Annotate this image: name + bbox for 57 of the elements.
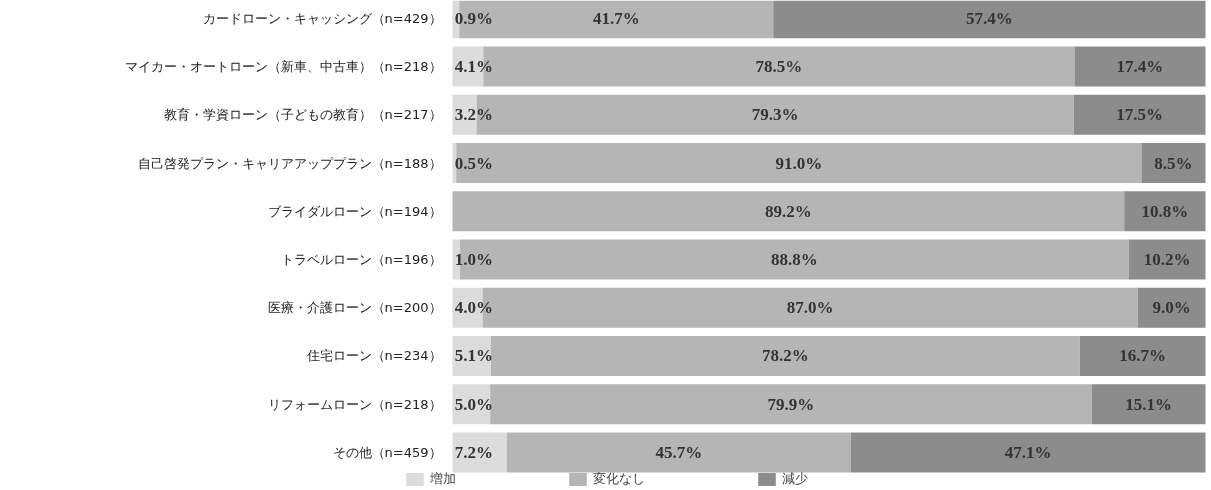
bar bbox=[773, 0, 1206, 39]
bar bbox=[1124, 191, 1206, 232]
legend-label: 減少 bbox=[782, 470, 808, 488]
data-label: 7.2% bbox=[454, 442, 494, 462]
data-label: 5.0% bbox=[454, 394, 494, 414]
bar bbox=[490, 384, 1092, 425]
y-tick-label: 医療・介護ローン（n=200） bbox=[267, 300, 442, 316]
data-label: 78.2% bbox=[761, 346, 809, 366]
y-tick-label: マイカー・オートローン（新車、中古車）（n=218） bbox=[124, 59, 442, 75]
data-label: 57.4% bbox=[966, 8, 1013, 28]
data-label: 3.2% bbox=[454, 105, 494, 125]
legend-label: 変化なし bbox=[593, 470, 645, 488]
data-label: 89.2% bbox=[764, 201, 812, 221]
bar bbox=[452, 191, 1125, 232]
y-tick-label: リフォームローン（n=218） bbox=[267, 396, 442, 412]
bar bbox=[456, 143, 1142, 184]
y-tick-label: 教育・学資ローン（子どもの教育）（n=217） bbox=[163, 107, 442, 123]
bar bbox=[850, 432, 1206, 473]
bar bbox=[1073, 94, 1206, 135]
data-label: 16.7% bbox=[1119, 346, 1166, 366]
bar bbox=[490, 335, 1080, 376]
data-label: 91.0% bbox=[775, 153, 823, 173]
bar bbox=[452, 432, 507, 473]
data-label: 15.1% bbox=[1125, 394, 1173, 414]
data-label: 0.9% bbox=[454, 8, 494, 28]
data-label: 0.5% bbox=[454, 153, 494, 173]
data-label: 47.1% bbox=[1004, 442, 1052, 462]
data-label: 5.1% bbox=[454, 346, 494, 366]
data-label: 1.0% bbox=[454, 249, 494, 269]
data-label: 79.3% bbox=[751, 105, 799, 125]
data-label: 4.1% bbox=[454, 57, 494, 77]
y-tick-label: 自己啓発プラン・キャリアアッププラン（n=188） bbox=[137, 155, 442, 171]
bar bbox=[1091, 384, 1206, 425]
data-label: 17.4% bbox=[1116, 57, 1164, 77]
bar bbox=[1128, 239, 1206, 280]
bar bbox=[1074, 46, 1206, 87]
data-label: 9.0% bbox=[1152, 298, 1191, 318]
bar bbox=[1137, 287, 1206, 328]
legend-label: 増加 bbox=[430, 470, 456, 488]
data-label: 10.2% bbox=[1143, 249, 1191, 269]
data-label: 79.9% bbox=[767, 394, 815, 414]
data-label: 45.7% bbox=[655, 442, 703, 462]
data-label: 78.5% bbox=[755, 57, 803, 77]
data-label: 17.5% bbox=[1116, 105, 1163, 125]
data-label: 8.5% bbox=[1154, 153, 1193, 173]
data-label: 4.0% bbox=[454, 298, 494, 318]
data-label: 87.0% bbox=[786, 298, 834, 318]
bar bbox=[1079, 335, 1206, 376]
y-tick-label: トラベルローン（n=196） bbox=[280, 251, 442, 267]
y-tick-label: 住宅ローン（n=234） bbox=[305, 348, 442, 364]
bar bbox=[1141, 143, 1206, 184]
y-tick-label: その他（n=459） bbox=[332, 444, 442, 460]
data-label: 10.8% bbox=[1141, 201, 1189, 221]
data-label: 41.7% bbox=[592, 8, 640, 28]
y-tick-label: ブライダルローン（n=194） bbox=[267, 203, 442, 219]
y-tick-label: カードローン・キャッシング（n=429） bbox=[202, 10, 442, 26]
data-label: 88.8% bbox=[770, 249, 818, 269]
